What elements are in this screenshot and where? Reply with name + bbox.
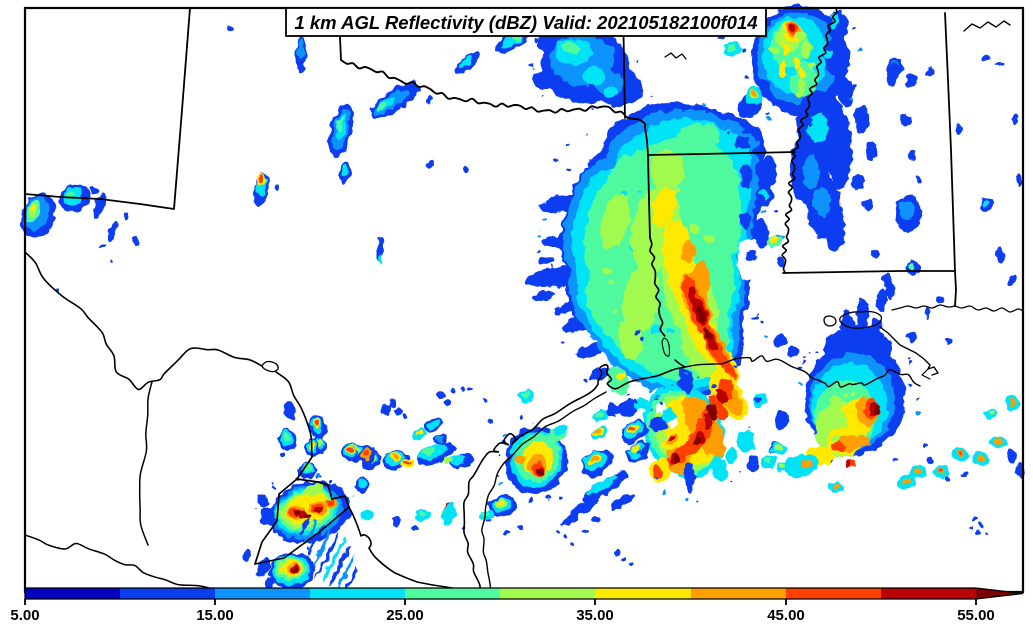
svg-text:35.00: 35.00 <box>576 607 614 624</box>
svg-text:5.00: 5.00 <box>10 607 39 624</box>
svg-text:45.00: 45.00 <box>767 607 805 624</box>
svg-text:15.00: 15.00 <box>196 607 234 624</box>
svg-text:55.00: 55.00 <box>957 607 995 624</box>
svg-text:1 km AGL Reflectivity (dBZ) Va: 1 km AGL Reflectivity (dBZ) Valid: 20210… <box>294 12 757 33</box>
svg-text:25.00: 25.00 <box>386 607 424 624</box>
